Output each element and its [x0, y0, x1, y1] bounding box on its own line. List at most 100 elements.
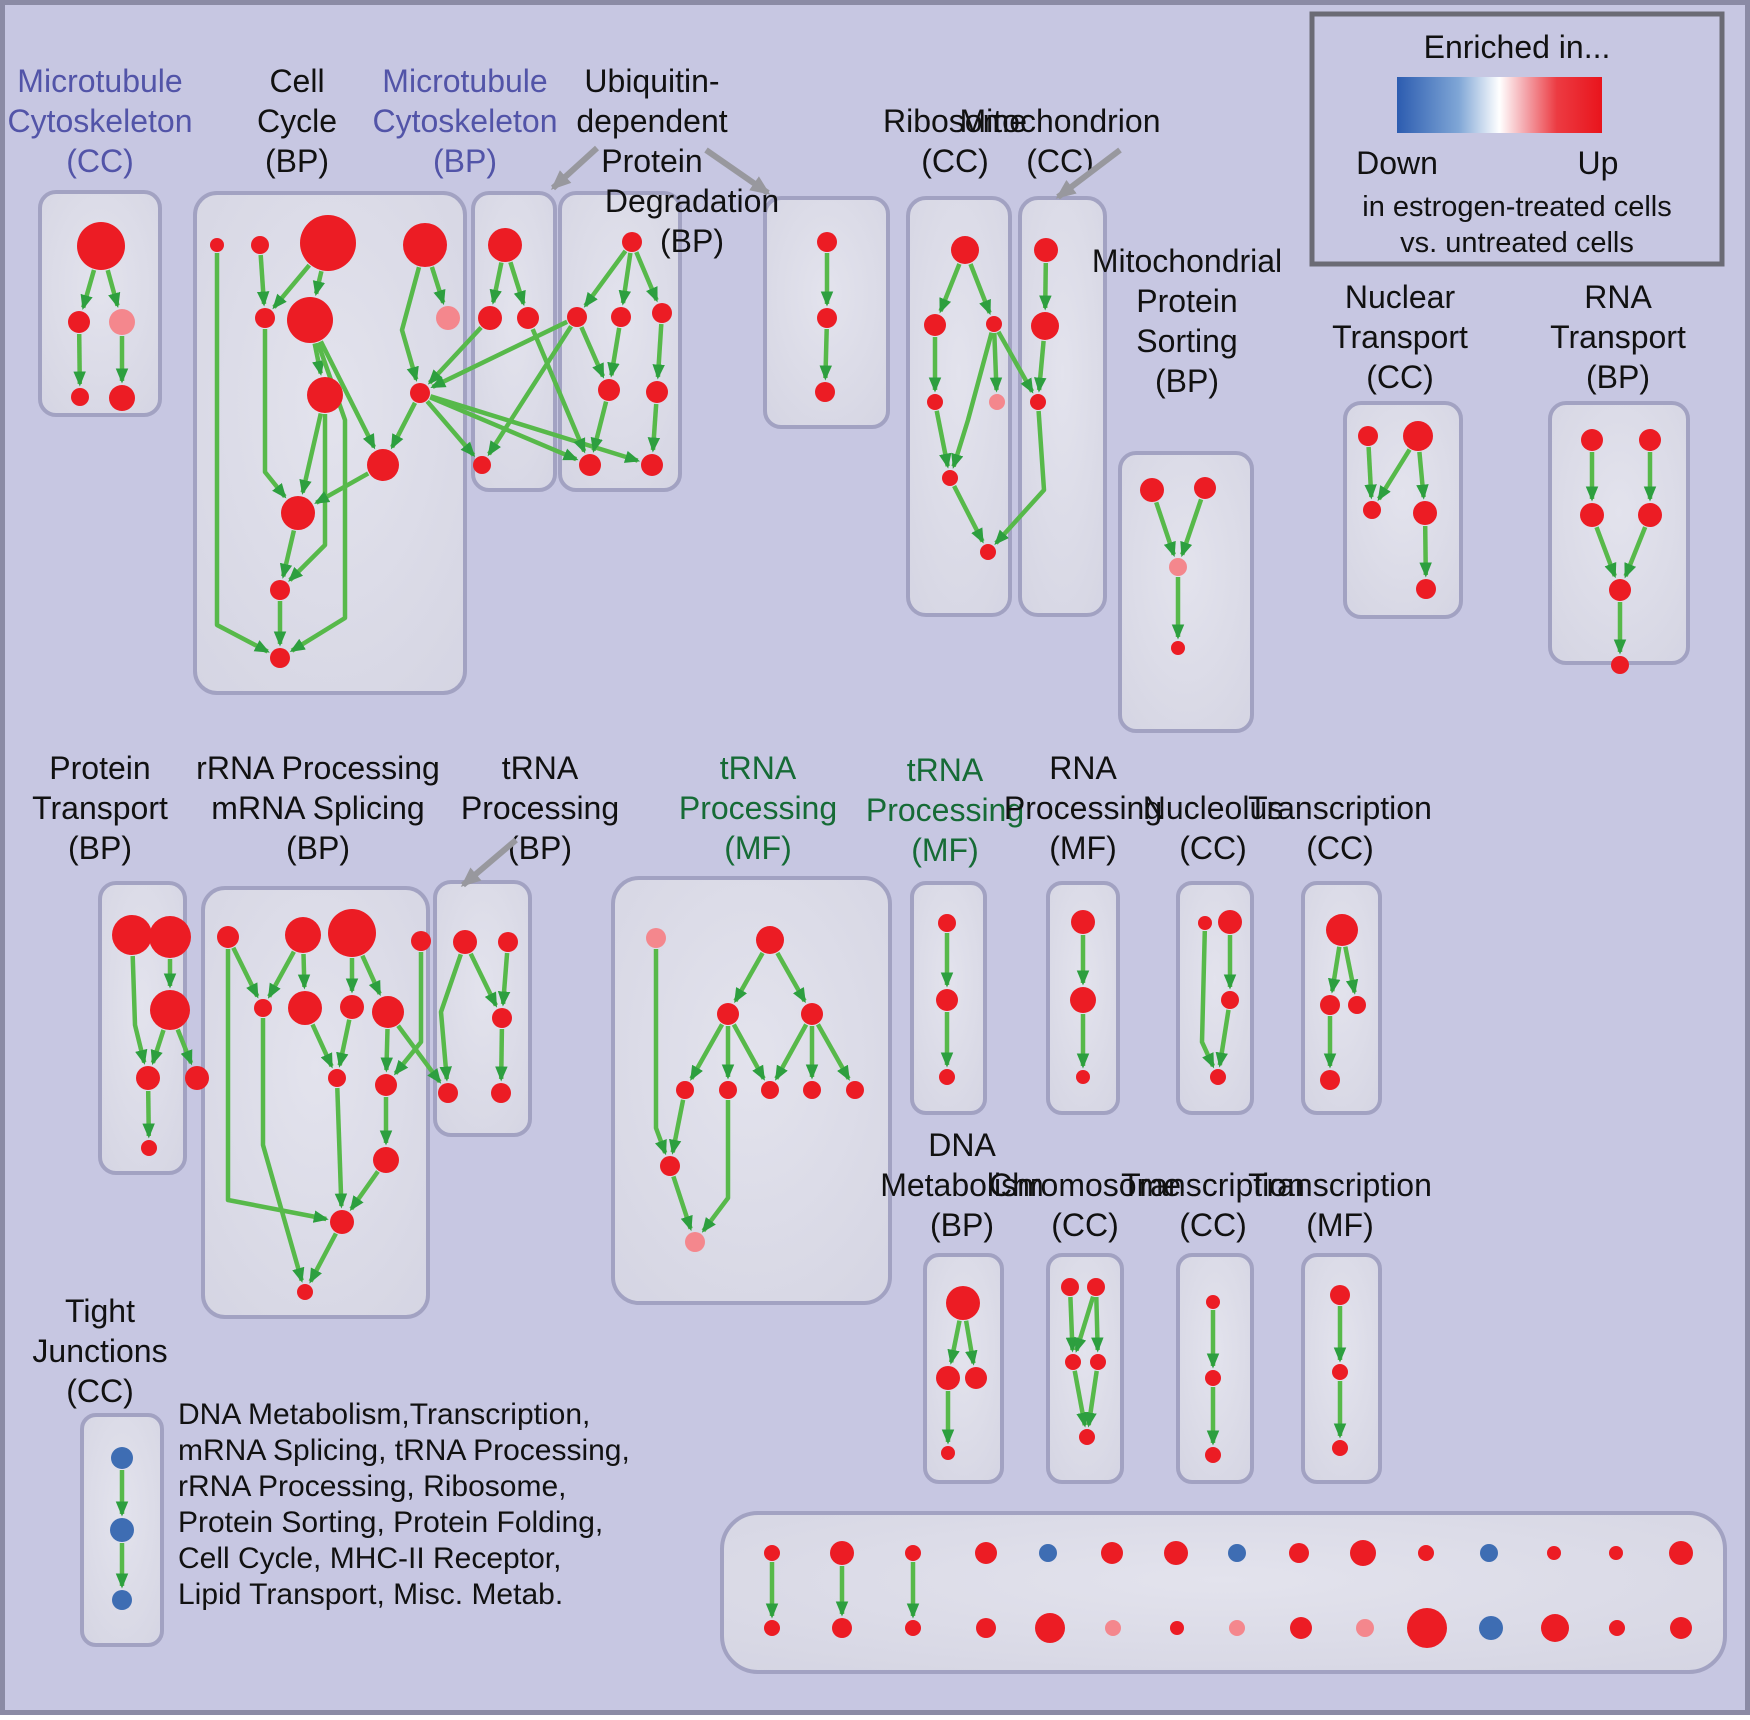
label-dna-metabolism-label-line-1: DNA [928, 1127, 996, 1163]
go-term-node-bl21 [1105, 1620, 1121, 1636]
label-nuclear-transport-label-line-3: (CC) [1366, 359, 1434, 395]
label-tight-junctions-label-line-2: Junctions [32, 1333, 167, 1369]
go-term-node-b7 [307, 377, 343, 413]
go-term-node-u5 [676, 1081, 694, 1099]
edge-r4-r5 [1623, 526, 1648, 579]
go-term-node-x2 [1218, 910, 1242, 934]
go-term-node-r6 [1611, 656, 1629, 674]
go-term-node-h4 [1171, 641, 1185, 655]
go-term-node-y1 [1326, 914, 1358, 946]
legend-box [1309, 11, 1725, 267]
go-term-node-a2 [68, 311, 90, 333]
edge-u10-u11 [671, 1175, 693, 1232]
go-term-node-f7 [980, 544, 996, 560]
label-trna-mf1-label-line-1: tRNA [720, 750, 797, 786]
label-nuclear-transport-label-line-2: Transport [1332, 319, 1468, 355]
go-term-node-d3 [611, 307, 631, 327]
edge-b1-b12 [214, 253, 270, 654]
edge-q8-t4 [396, 1024, 442, 1084]
edge-f6-f7 [952, 484, 985, 544]
go-term-node-a1 [77, 222, 125, 270]
edge-b8-d7 [429, 394, 641, 463]
go-term-node-tj3 [112, 1590, 132, 1610]
edge-p3-p4 [150, 1029, 166, 1066]
legend: Enriched in... Down Up in estrogen-treated … [1309, 11, 1725, 267]
edge-p1-p4 [130, 955, 148, 1065]
edge-d1-d4 [634, 251, 659, 303]
go-term-node-g1 [1034, 238, 1058, 262]
go-term-node-n5 [1416, 579, 1436, 599]
edge-f4-f6 [934, 410, 952, 469]
label-protein-transport-label-line-1: Protein [49, 750, 150, 786]
go-term-node-n4 [1413, 501, 1437, 525]
go-term-node-bl14 [1609, 1546, 1623, 1560]
edge-b6-b7 [312, 343, 325, 376]
go-term-node-b8 [410, 383, 430, 403]
go-term-node-a5 [109, 385, 135, 411]
edge-q12-q13 [308, 1232, 338, 1284]
label-cell-cycle-label-line-3: (BP) [265, 143, 329, 179]
edge-r3-r5 [1594, 526, 1617, 579]
edge-b3-b6 [312, 270, 326, 297]
label-ribosome-label-line-1: Ribosome [883, 103, 1027, 139]
go-term-node-bl9 [1289, 1543, 1309, 1563]
edge-c1-c2 [489, 262, 504, 305]
label-microtubule-bp-label-line-2: Cytoskeleton [373, 103, 558, 139]
label-trna-mf2-label-line-3: (MF) [911, 832, 979, 868]
go-term-node-p2 [149, 916, 191, 958]
edge-h1-h3 [1154, 501, 1176, 558]
go-term-node-b6 [287, 297, 333, 343]
go-term-node-b5 [255, 308, 275, 328]
edge-d5b-d7 [647, 403, 661, 453]
go-term-node-d4 [652, 303, 672, 323]
edge-f3-g3 [996, 330, 1035, 394]
go-term-node-r1 [1581, 429, 1603, 451]
edge-q1-q12 [225, 949, 329, 1223]
label-misc-overflow-text-line-4: Protein Sorting, Protein Folding, [178, 1506, 603, 1539]
go-term-node-f5 [989, 394, 1005, 410]
go-term-node-q5 [254, 999, 272, 1017]
go-term-node-dm2 [936, 1366, 960, 1390]
edge-u2-u3 [733, 951, 765, 1004]
go-term-node-tc2 [1205, 1370, 1221, 1386]
trna-bp-arrow [460, 837, 518, 888]
label-rrna-label-line-1: rRNA Processing [196, 750, 440, 786]
label-rna-processing-label-line-3: (MF) [1049, 830, 1117, 866]
go-term-node-bl4 [975, 1542, 997, 1564]
go-term-node-q11 [373, 1147, 399, 1173]
go-term-node-q0 [185, 1066, 209, 1090]
go-term-node-bl26 [1407, 1608, 1447, 1648]
edge-u4-u7 [774, 1023, 809, 1081]
label-misc-overflow-text-line-2: mRNA Splicing, tRNA Processing, [178, 1434, 630, 1467]
go-term-node-bl6 [1101, 1542, 1123, 1564]
label-nucleolus-label-line-2: (CC) [1179, 830, 1247, 866]
go-term-node-q9 [328, 1069, 346, 1087]
edge-ch2-ch4 [1091, 1296, 1104, 1353]
edge-ch2-ch3 [1074, 1295, 1096, 1353]
go-term-node-y4 [1320, 1070, 1340, 1090]
go-term-node-c1 [488, 228, 522, 262]
edge-f1-f3 [968, 263, 992, 316]
go-term-node-q4 [411, 931, 431, 951]
label-rna-processing-label-line-2: Processing [1004, 790, 1162, 826]
go-term-node-dm3 [965, 1367, 987, 1389]
edge-q5-q13 [260, 1018, 305, 1283]
go-term-node-c5 [473, 456, 491, 474]
edge-b9-b10 [314, 471, 370, 505]
edge-x3-x4 [1215, 1009, 1231, 1068]
go-term-node-bl19 [976, 1618, 996, 1638]
go-term-node-bl3 [905, 1545, 921, 1561]
edge-q9-q12 [334, 1087, 348, 1209]
go-term-node-x1 [1198, 916, 1212, 930]
label-rna-processing-label-line-1: RNA [1049, 750, 1117, 786]
edge-n2-n3 [1376, 448, 1412, 502]
label-trna-mf2-label-line-1: tRNA [907, 752, 984, 788]
go-term-node-p4 [136, 1066, 160, 1090]
label-transcription-cc-mid-label-line-2: (CC) [1306, 830, 1374, 866]
go-term-node-t2 [498, 932, 518, 952]
go-term-node-f1 [951, 236, 979, 264]
label-cell-cycle-label-line-2: Cycle [257, 103, 337, 139]
label-nucleolus-label-line-1: Nucleolus [1143, 790, 1284, 826]
